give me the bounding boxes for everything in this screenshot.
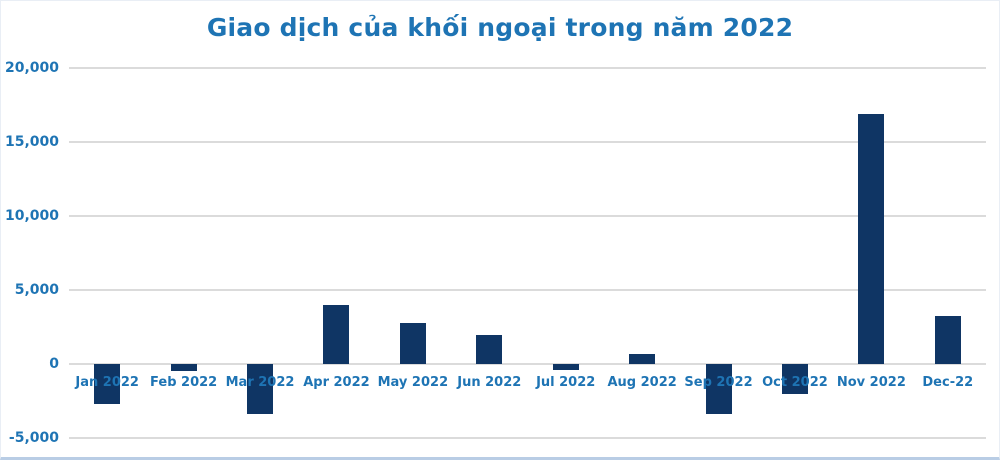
x-tick-label: Mar 2022: [225, 375, 295, 390]
bar: [170, 364, 197, 372]
bar: [934, 315, 961, 364]
x-tick-label: Nov 2022: [836, 375, 906, 390]
bar: [705, 364, 732, 414]
x-tick-label: May 2022: [377, 375, 449, 390]
gridline: [69, 363, 986, 365]
bar: [476, 335, 503, 364]
bar: [94, 364, 121, 404]
y-tick-label: -5,000: [8, 430, 59, 446]
gridline: [69, 289, 986, 291]
x-tick-label: Dec-22: [922, 375, 974, 390]
y-tick-label: 15,000: [4, 134, 59, 150]
gridline: [69, 141, 986, 143]
x-tick-label: Feb 2022: [150, 375, 218, 390]
x-tick-label: Jul 2022: [536, 375, 596, 390]
bar: [247, 364, 274, 415]
x-tick-label: Jan 2022: [75, 375, 139, 390]
chart-title: Giao dịch của khối ngoại trong năm 2022: [206, 13, 794, 42]
y-tick-label: 10,000: [4, 208, 59, 224]
bar: [552, 364, 579, 370]
gridline: [69, 215, 986, 217]
y-tick-label: 5,000: [14, 282, 59, 298]
x-tick-label: Aug 2022: [607, 375, 677, 390]
bar: [781, 364, 808, 394]
x-tick-label: Sep 2022: [684, 375, 753, 390]
x-tick-label: Apr 2022: [303, 375, 370, 390]
bar: [858, 113, 885, 364]
gridline: [69, 437, 986, 439]
x-tick-label: Jun 2022: [457, 375, 522, 390]
x-tick-label: Oct 2022: [762, 375, 828, 390]
y-tick-label: 20,000: [4, 60, 59, 76]
bar: [399, 323, 426, 364]
y-tick-label: 0: [49, 356, 59, 372]
gridline: [69, 67, 986, 69]
bar: [629, 353, 656, 364]
bar: [323, 304, 350, 364]
